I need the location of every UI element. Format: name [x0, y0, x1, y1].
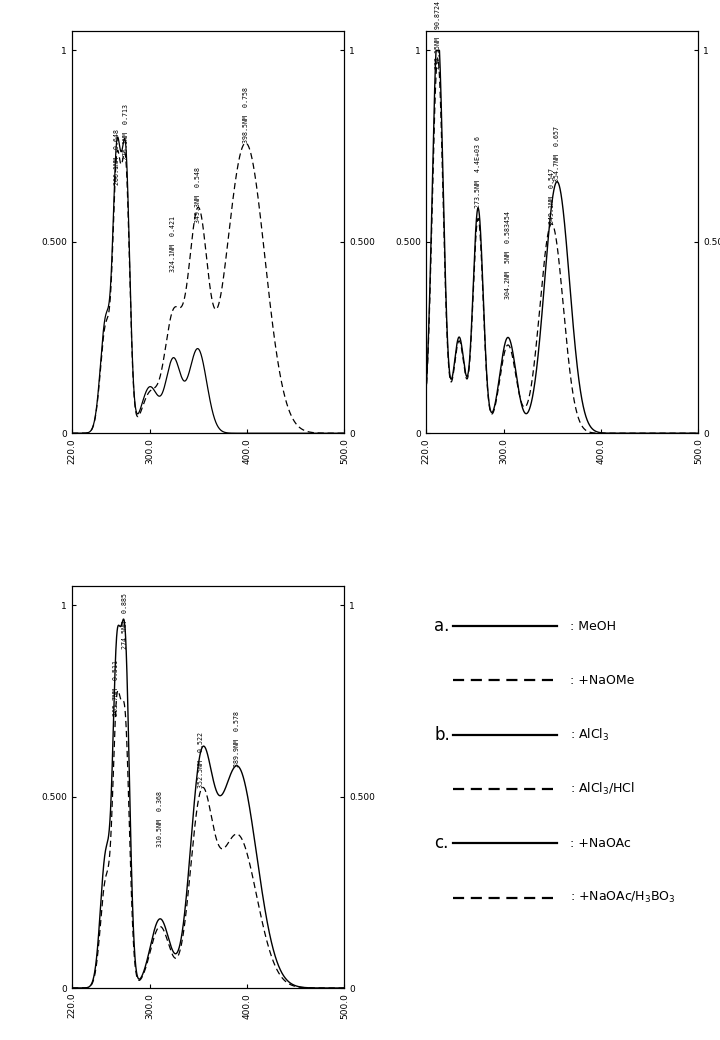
Text: 232.15NM  90.8724: 232.15NM 90.8724 — [435, 1, 441, 70]
Text: : +NaOMe: : +NaOMe — [570, 674, 635, 687]
Text: 324.1NM  0.421: 324.1NM 0.421 — [170, 216, 176, 272]
Text: 265.7NM  0.511: 265.7NM 0.511 — [114, 659, 120, 716]
Text: c.: c. — [434, 834, 449, 852]
Text: b.: b. — [434, 726, 450, 744]
Text: 354.7NM  0.657: 354.7NM 0.657 — [554, 126, 560, 182]
Text: a.: a. — [434, 617, 449, 635]
Text: 266.1NM  0.648: 266.1NM 0.648 — [114, 129, 120, 185]
Text: 275.1NM  0.713: 275.1NM 0.713 — [122, 104, 129, 160]
Text: 274.5NM  0.885: 274.5NM 0.885 — [122, 593, 128, 649]
Text: 389.9NM  0.578: 389.9NM 0.578 — [234, 710, 240, 766]
Text: : +NaOAc/H$_3$BO$_3$: : +NaOAc/H$_3$BO$_3$ — [570, 890, 676, 905]
Text: 349.3NM  0.548: 349.3NM 0.548 — [195, 167, 201, 224]
Text: : AlCl$_3$: : AlCl$_3$ — [570, 727, 610, 743]
Text: 349.1NM  0.547: 349.1NM 0.547 — [549, 167, 554, 224]
Text: : AlCl$_3$/HCl: : AlCl$_3$/HCl — [570, 781, 635, 797]
Text: 273.5NM  4.4E+03 6: 273.5NM 4.4E+03 6 — [475, 136, 481, 208]
Text: 352.5NM  0.522: 352.5NM 0.522 — [198, 732, 204, 788]
Text: 304.2NM  5NM  0.583454: 304.2NM 5NM 0.583454 — [505, 211, 511, 300]
Text: : +NaOAc: : +NaOAc — [570, 837, 631, 850]
Text: 310.5NM  0.368: 310.5NM 0.368 — [157, 791, 163, 848]
Text: 398.5NM  0.758: 398.5NM 0.758 — [243, 87, 248, 142]
Text: : MeOH: : MeOH — [570, 620, 616, 632]
